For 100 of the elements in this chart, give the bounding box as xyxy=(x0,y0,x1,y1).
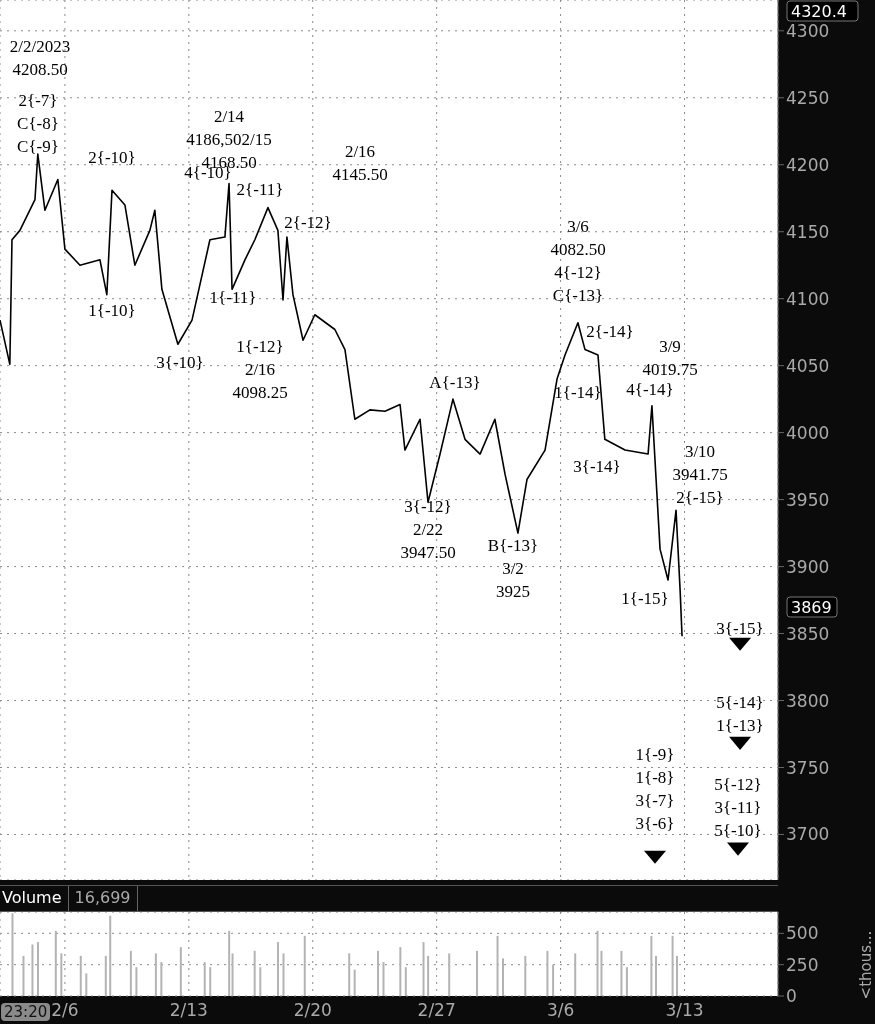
bar xyxy=(31,944,34,996)
y-tick-label: 3800 xyxy=(786,690,830,711)
annotation: 3{-12} 2/22 3947.50 xyxy=(400,497,456,562)
annotation: 2{-14} xyxy=(586,322,634,341)
bar xyxy=(231,953,234,996)
annotation: 2{-12} xyxy=(284,213,332,232)
bar xyxy=(154,953,157,996)
annotation: 3/10 3941.75 2{-15} xyxy=(672,442,728,507)
y-tick-label: 3950 xyxy=(786,489,830,510)
bar xyxy=(501,958,504,996)
bar xyxy=(596,930,599,996)
y-tick-label: 0 xyxy=(786,986,797,1007)
y-tick-label: 3900 xyxy=(786,556,830,577)
x-tick-label: 2/6 xyxy=(51,1000,79,1021)
bar xyxy=(524,955,527,996)
annotation: 1{-9} 1{-8} 3{-7} 3{-6} xyxy=(635,745,675,833)
bar xyxy=(552,964,555,996)
bar xyxy=(160,962,163,996)
bar xyxy=(79,955,82,996)
annotation: 2{-7} C{-8} C{-9} xyxy=(17,91,59,156)
annotation: 4{-14} xyxy=(626,380,674,399)
bar xyxy=(85,973,88,996)
y-tick-label: 3750 xyxy=(786,757,830,778)
bar xyxy=(399,947,402,996)
bar xyxy=(650,935,653,996)
x-tick-label: 2/13 xyxy=(169,1000,208,1021)
annotation: 3/9 4019.75 xyxy=(642,337,698,379)
bar xyxy=(11,913,14,996)
bar xyxy=(179,947,182,996)
y-tick-label: 4250 xyxy=(786,87,830,108)
bar xyxy=(109,915,112,996)
bar xyxy=(22,955,25,996)
bar xyxy=(422,942,425,996)
annotation: 5{-12} 3{-11} 5{-10} xyxy=(714,775,762,840)
y-tick-label: 4200 xyxy=(786,154,830,175)
y-tick-label: 4050 xyxy=(786,355,830,376)
bar xyxy=(129,950,132,996)
bar xyxy=(348,953,351,996)
annotation: A{-13} xyxy=(429,373,481,392)
annotation: 3{-10} xyxy=(156,353,204,372)
x-tick-label: 3/13 xyxy=(665,1000,704,1021)
bar xyxy=(676,955,679,996)
bar xyxy=(382,962,385,996)
bar xyxy=(496,935,499,996)
annotation: 2/16 4145.50 xyxy=(332,142,388,184)
bar xyxy=(427,955,430,996)
bar xyxy=(546,950,549,996)
y-axis-title: <thous... xyxy=(857,930,875,1000)
annotation: 1{-11} xyxy=(209,288,257,307)
bar xyxy=(377,950,380,996)
bar xyxy=(654,955,657,996)
bar xyxy=(209,967,212,996)
annotation: 2/2/2023 4208.50 xyxy=(9,37,71,79)
annotation: 2{-11} xyxy=(236,180,284,199)
annotation: 2{-10} xyxy=(88,148,136,167)
text: 4320.4 xyxy=(791,2,847,21)
bar xyxy=(54,930,57,996)
bar xyxy=(253,950,256,996)
bar xyxy=(404,967,407,996)
bar xyxy=(353,969,356,996)
annotation: 1{-14} xyxy=(554,383,602,402)
text: 3869 xyxy=(791,598,832,617)
bar xyxy=(259,967,262,996)
chart-subtitle: 16,699 xyxy=(68,886,138,911)
bar xyxy=(620,950,623,996)
y-tick-label: 4150 xyxy=(786,221,830,242)
bar xyxy=(475,950,478,996)
bar xyxy=(574,953,577,996)
y-tick-label: 3850 xyxy=(786,623,830,644)
bar xyxy=(228,930,231,996)
bar xyxy=(671,935,674,996)
annotation: 3{-15} xyxy=(716,619,764,638)
bar xyxy=(104,955,107,996)
x-tick-label: 2/20 xyxy=(293,1000,332,1021)
y-tick-label: 500 xyxy=(786,923,819,944)
y-tick-label: 4000 xyxy=(786,422,830,443)
annotation: 1{-15} xyxy=(621,589,669,608)
annotation: 1{-10} xyxy=(88,301,136,320)
bar xyxy=(203,962,206,996)
x-tick-label: 2/27 xyxy=(417,1000,456,1021)
annotation: B{-13} 3/2 3925 xyxy=(487,536,539,601)
y-tick-label: 4300 xyxy=(786,20,830,41)
y-tick-label: 4100 xyxy=(786,288,830,309)
text: 23:20 xyxy=(1,1003,51,1021)
annotation: 5{-14} 1{-13} xyxy=(716,693,764,735)
x-tick-label: 3/6 xyxy=(546,1000,575,1021)
annotation: 3/6 4082.50 4{-12} C{-13} xyxy=(550,217,606,305)
bar xyxy=(36,942,39,996)
bar xyxy=(625,967,628,996)
chart-title: Volume xyxy=(0,886,69,911)
bar xyxy=(303,935,306,996)
bar xyxy=(282,953,285,996)
bar xyxy=(277,942,280,996)
annotation: 3{-14} xyxy=(573,457,621,476)
bar xyxy=(60,953,63,996)
bar xyxy=(135,967,138,996)
bar xyxy=(448,953,451,996)
annotation: 1{-12} 2/16 4098.25 xyxy=(232,337,288,402)
y-tick-label: 250 xyxy=(786,954,819,975)
y-tick-label: 3700 xyxy=(786,824,830,845)
